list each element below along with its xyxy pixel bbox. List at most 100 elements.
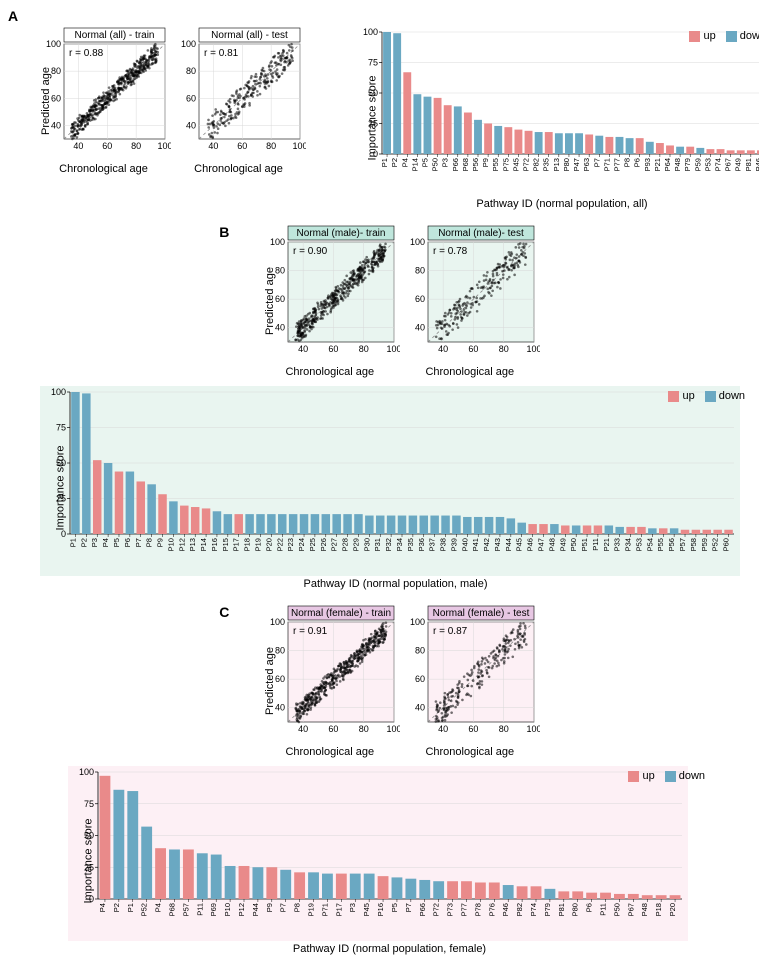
- svg-text:P45: P45: [515, 538, 524, 551]
- svg-text:P7: P7: [592, 158, 601, 167]
- svg-text:P7: P7: [404, 903, 413, 912]
- svg-text:Normal (all) - test: Normal (all) - test: [211, 30, 288, 41]
- svg-text:60: 60: [415, 674, 425, 684]
- scatter-plot: Normal (male)- train404060608080100100r …: [260, 224, 400, 364]
- svg-text:P3: P3: [348, 903, 357, 912]
- svg-text:P23: P23: [286, 538, 295, 551]
- svg-text:40: 40: [415, 323, 425, 333]
- svg-text:P28: P28: [341, 538, 350, 551]
- svg-text:P52: P52: [711, 538, 720, 551]
- svg-text:P55: P55: [491, 158, 500, 171]
- svg-text:P82: P82: [532, 158, 541, 171]
- svg-text:P9: P9: [481, 158, 490, 167]
- svg-text:r = 0.90: r = 0.90: [293, 246, 328, 257]
- svg-text:80: 80: [275, 646, 285, 656]
- svg-text:100: 100: [363, 27, 378, 37]
- svg-text:P16: P16: [210, 538, 219, 551]
- svg-text:P43: P43: [493, 538, 502, 551]
- legend-down-swatch: [665, 771, 676, 782]
- svg-text:100: 100: [410, 617, 425, 627]
- svg-text:100: 100: [157, 141, 171, 151]
- svg-text:P5: P5: [390, 903, 399, 912]
- svg-text:80: 80: [358, 344, 368, 354]
- svg-text:P21: P21: [602, 538, 611, 551]
- svg-text:P68: P68: [461, 158, 470, 171]
- svg-text:P37: P37: [428, 538, 437, 551]
- svg-text:P11: P11: [195, 903, 204, 916]
- svg-text:80: 80: [498, 344, 508, 354]
- x-axis-label: Chronological age: [260, 746, 400, 758]
- svg-text:P11: P11: [599, 903, 608, 916]
- svg-text:P53: P53: [703, 158, 712, 171]
- svg-text:P21: P21: [653, 158, 662, 171]
- svg-text:P20: P20: [668, 903, 677, 916]
- svg-text:P80: P80: [571, 903, 580, 916]
- svg-text:75: 75: [368, 58, 378, 68]
- svg-text:P47: P47: [537, 538, 546, 551]
- svg-text:P59: P59: [700, 538, 709, 551]
- svg-text:P58: P58: [689, 538, 698, 551]
- svg-text:P6: P6: [585, 903, 594, 912]
- panel-c-barchart: Importance score up down 0255075100P4P2P…: [68, 766, 711, 955]
- svg-text:80: 80: [498, 724, 508, 734]
- svg-text:P48: P48: [640, 903, 649, 916]
- svg-text:P48: P48: [547, 538, 556, 551]
- svg-text:P73: P73: [446, 903, 455, 916]
- svg-text:P31: P31: [373, 538, 382, 551]
- svg-text:P29: P29: [351, 538, 360, 551]
- svg-text:80: 80: [186, 66, 196, 76]
- panel-b-scatters: Predicted ageNormal (male)- train4040606…: [260, 224, 540, 378]
- bar-ylabel: Importance score: [366, 76, 378, 161]
- svg-text:40: 40: [438, 344, 448, 354]
- svg-text:40: 40: [275, 323, 285, 333]
- svg-text:P6: P6: [633, 158, 642, 167]
- svg-text:P49: P49: [558, 538, 567, 551]
- svg-text:P19: P19: [253, 538, 262, 551]
- svg-text:P47: P47: [572, 158, 581, 171]
- svg-text:P36: P36: [417, 538, 426, 551]
- x-axis-label: Chronological age: [400, 746, 540, 758]
- svg-text:P5: P5: [112, 538, 121, 547]
- svg-text:P59: P59: [693, 158, 702, 171]
- svg-text:P60: P60: [722, 538, 731, 551]
- svg-text:40: 40: [73, 141, 83, 151]
- svg-text:P1: P1: [126, 903, 135, 912]
- svg-text:P20: P20: [264, 538, 273, 551]
- svg-text:P69: P69: [209, 903, 218, 916]
- panel-b: B Predicted ageNormal (male)- train40406…: [8, 224, 751, 590]
- svg-text:P14: P14: [410, 158, 419, 171]
- legend-down-swatch: [705, 391, 716, 402]
- svg-text:80: 80: [415, 266, 425, 276]
- svg-text:P12: P12: [237, 903, 246, 916]
- svg-text:P46: P46: [501, 903, 510, 916]
- svg-text:60: 60: [468, 344, 478, 354]
- svg-text:P18: P18: [243, 538, 252, 551]
- svg-text:100: 100: [51, 387, 66, 397]
- x-axis-label: Chronological age: [260, 366, 400, 378]
- svg-text:P19: P19: [307, 903, 316, 916]
- svg-text:P30: P30: [362, 538, 371, 551]
- svg-text:P72: P72: [432, 903, 441, 916]
- svg-text:P8: P8: [145, 538, 154, 547]
- svg-text:P39: P39: [449, 538, 458, 551]
- bar-xlabel: Pathway ID (normal population, male): [40, 578, 751, 590]
- svg-text:P75: P75: [501, 158, 510, 171]
- svg-text:100: 100: [270, 237, 285, 247]
- svg-text:P42: P42: [482, 538, 491, 551]
- svg-text:P8: P8: [293, 903, 302, 912]
- scatter-plot: Normal (all) - test404060608080100100r =…: [171, 26, 306, 161]
- svg-text:P5: P5: [420, 158, 429, 167]
- svg-text:60: 60: [237, 141, 247, 151]
- svg-text:P9: P9: [156, 538, 165, 547]
- svg-text:P57: P57: [678, 538, 687, 551]
- svg-text:100: 100: [79, 767, 94, 777]
- bar-xlabel: Pathway ID (normal population, female): [68, 943, 711, 955]
- panel-a-label: A: [8, 8, 306, 24]
- svg-text:P1: P1: [380, 158, 389, 167]
- scatter-plot: Normal (female) - train40406060808010010…: [260, 604, 400, 744]
- svg-text:P46: P46: [526, 538, 535, 551]
- svg-text:P8: P8: [623, 158, 632, 167]
- svg-text:P10: P10: [223, 903, 232, 916]
- svg-text:P56: P56: [667, 538, 676, 551]
- svg-text:P41: P41: [471, 538, 480, 551]
